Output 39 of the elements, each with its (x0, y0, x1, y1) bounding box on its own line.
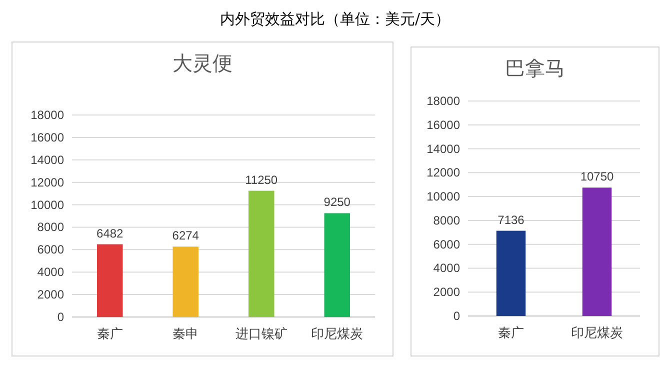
y-tick-label: 2000 (37, 288, 64, 302)
y-tick-label: 14000 (426, 142, 460, 156)
x-tick-label: 印尼煤炭 (311, 326, 364, 341)
y-tick-label: 0 (453, 309, 460, 323)
chart-title: 巴拿马 (505, 56, 565, 80)
data-label: 6482 (96, 226, 124, 240)
bar (248, 190, 274, 317)
y-tick-label: 0 (57, 310, 64, 324)
x-tick-label: 秦广 (498, 325, 524, 340)
y-tick-label: 18000 (426, 94, 460, 108)
bar (324, 213, 350, 317)
data-label: 9250 (324, 195, 351, 210)
x-tick-label: 秦申 (172, 326, 199, 341)
y-tick-label: 8000 (37, 220, 64, 234)
y-tick-label: 16000 (426, 118, 460, 132)
bar (172, 246, 198, 317)
y-tick-label: 6000 (433, 237, 460, 252)
y-tick-label: 18000 (30, 108, 64, 122)
x-tick-label: 秦广 (96, 326, 123, 341)
y-tick-label: 8000 (433, 213, 460, 228)
y-tick-label: 10000 (426, 190, 460, 204)
data-label: 10750 (580, 170, 614, 184)
chart-title: 大灵便 (172, 51, 232, 75)
y-tick-label: 14000 (30, 152, 64, 167)
y-tick-label: 12000 (30, 175, 64, 190)
x-tick-label: 进口镍矿 (235, 326, 288, 341)
bar (97, 244, 123, 317)
text: 内外贸效益对比（单位：美元/天） (220, 10, 450, 28)
y-tick-label: 4000 (433, 261, 460, 276)
data-label: 7136 (498, 212, 525, 227)
y-tick-label: 10000 (30, 198, 64, 212)
data-label: 6274 (172, 228, 200, 243)
y-tick-label: 4000 (37, 265, 64, 280)
data-label: 11250 (245, 172, 278, 187)
y-tick-label: 6000 (37, 242, 64, 257)
y-tick-label: 16000 (30, 130, 64, 144)
x-tick-label: 印尼煤炭 (571, 325, 623, 340)
y-tick-label: 2000 (433, 285, 460, 300)
y-tick-label: 12000 (426, 166, 460, 180)
